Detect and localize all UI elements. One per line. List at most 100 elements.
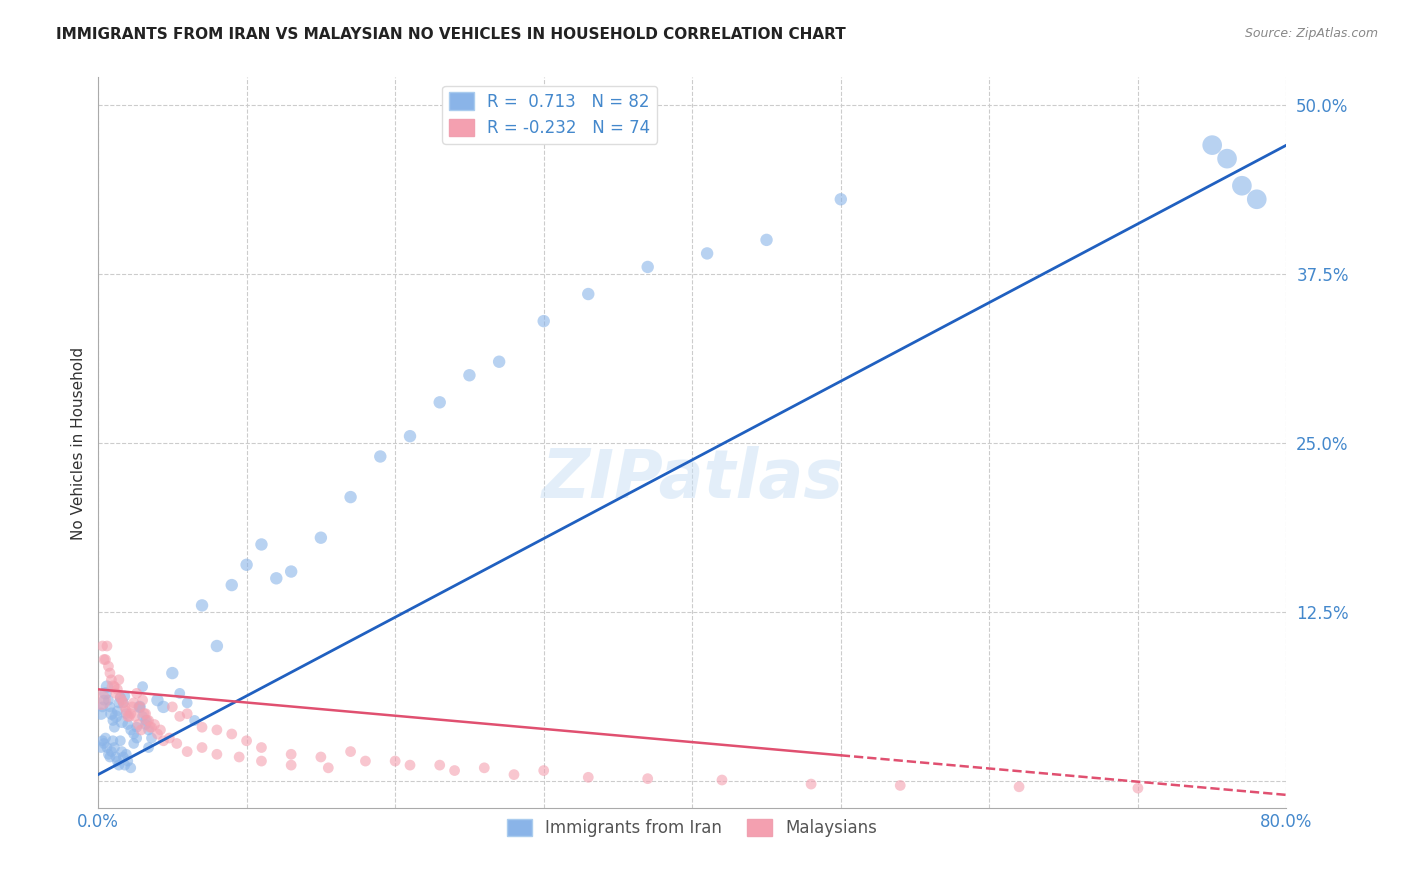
Point xyxy=(250,537,273,551)
Point xyxy=(93,693,115,707)
Point xyxy=(309,750,332,764)
Point xyxy=(488,355,510,369)
Point xyxy=(120,706,142,721)
Point xyxy=(1008,780,1031,794)
Point xyxy=(710,772,733,787)
Text: ZIPatlas: ZIPatlas xyxy=(541,447,844,513)
Point xyxy=(91,700,114,714)
Point xyxy=(576,770,599,784)
Point xyxy=(122,727,145,741)
Point xyxy=(125,731,148,745)
Point xyxy=(104,709,127,723)
Point xyxy=(115,747,138,762)
Point xyxy=(368,450,391,464)
Point xyxy=(128,700,150,714)
Point xyxy=(98,750,121,764)
Point xyxy=(91,733,114,747)
Point xyxy=(114,689,136,703)
Point xyxy=(280,758,302,772)
Point xyxy=(429,395,451,409)
Point xyxy=(1246,192,1268,206)
Point xyxy=(1126,781,1149,796)
Point xyxy=(1201,138,1223,153)
Point xyxy=(120,761,142,775)
Point xyxy=(96,740,118,755)
Point xyxy=(576,287,599,301)
Point xyxy=(128,700,150,714)
Point xyxy=(533,314,555,328)
Point xyxy=(354,754,377,768)
Point xyxy=(103,720,125,734)
Point xyxy=(191,740,214,755)
Point xyxy=(149,723,172,737)
Point xyxy=(115,706,138,721)
Point xyxy=(235,733,257,747)
Point xyxy=(121,700,143,714)
Point xyxy=(309,531,332,545)
Point xyxy=(91,639,114,653)
Point xyxy=(266,571,288,585)
Y-axis label: No Vehicles in Household: No Vehicles in Household xyxy=(72,346,86,540)
Point xyxy=(90,693,112,707)
Point xyxy=(143,717,166,731)
Text: Source: ZipAtlas.com: Source: ZipAtlas.com xyxy=(1244,27,1378,40)
Point xyxy=(110,690,132,705)
Point xyxy=(105,754,128,768)
Point xyxy=(125,686,148,700)
Point xyxy=(103,740,125,755)
Point xyxy=(132,706,155,721)
Point xyxy=(131,709,153,723)
Point xyxy=(90,740,112,755)
Point xyxy=(443,764,465,778)
Point xyxy=(162,666,184,681)
Point xyxy=(146,693,169,707)
Point xyxy=(152,700,174,714)
Point xyxy=(221,727,243,741)
Point xyxy=(399,429,422,443)
Legend: Immigrants from Iran, Malaysians: Immigrants from Iran, Malaysians xyxy=(501,813,884,844)
Point xyxy=(533,764,555,778)
Point xyxy=(120,723,142,737)
Point xyxy=(100,745,122,759)
Point xyxy=(280,747,302,762)
Point xyxy=(93,736,115,750)
Point xyxy=(108,673,131,687)
Point xyxy=(136,714,159,728)
Point xyxy=(889,779,911,793)
Point xyxy=(141,731,163,745)
Point xyxy=(90,706,112,721)
Point xyxy=(166,736,188,750)
Point xyxy=(101,680,124,694)
Point xyxy=(128,700,150,714)
Point xyxy=(117,709,139,723)
Point xyxy=(472,761,495,775)
Point xyxy=(117,754,139,768)
Point xyxy=(176,745,198,759)
Point xyxy=(755,233,778,247)
Point xyxy=(114,758,136,772)
Point xyxy=(103,680,125,694)
Point xyxy=(104,686,127,700)
Point xyxy=(115,704,138,718)
Point xyxy=(110,690,132,705)
Point xyxy=(111,693,134,707)
Point xyxy=(429,758,451,772)
Point xyxy=(101,714,124,728)
Point xyxy=(112,696,135,710)
Point xyxy=(205,723,228,737)
Point xyxy=(101,733,124,747)
Point xyxy=(250,754,273,768)
Point xyxy=(205,639,228,653)
Point xyxy=(96,639,118,653)
Point xyxy=(98,700,121,714)
Point xyxy=(183,714,205,728)
Point xyxy=(97,747,120,762)
Point xyxy=(250,740,273,755)
Point xyxy=(458,368,481,383)
Point xyxy=(124,709,146,723)
Point xyxy=(191,720,214,734)
Point xyxy=(111,714,134,729)
Point xyxy=(221,578,243,592)
Point xyxy=(112,696,135,710)
Point xyxy=(127,717,149,731)
